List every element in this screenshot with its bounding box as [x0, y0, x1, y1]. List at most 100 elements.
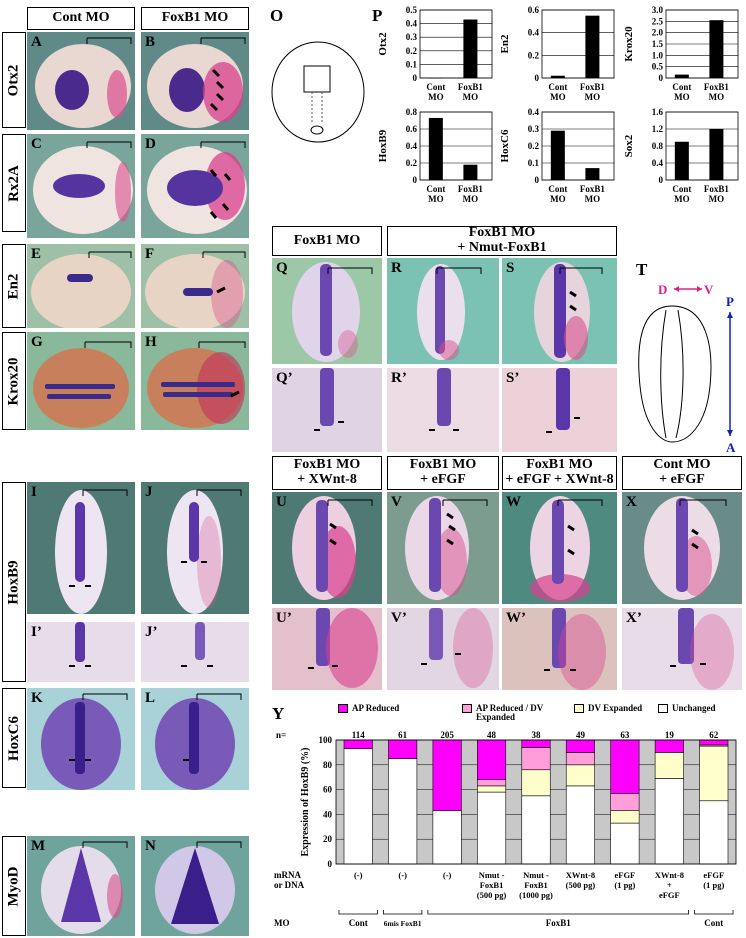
- panel-e-en2-cont: E: [27, 244, 135, 328]
- axis-v-label: V: [704, 282, 714, 297]
- treatment-label: eFGF: [703, 870, 724, 880]
- x-tick-label: MO: [709, 92, 725, 102]
- panel-v-prime: V’: [387, 608, 499, 690]
- label-p: P: [372, 6, 383, 25]
- x-tick-label: FoxB1: [458, 82, 484, 92]
- header-cont-mo: Cont MO: [27, 7, 135, 30]
- panel-m-myod-cont: M: [27, 836, 135, 936]
- legend-ap-reduced: AP Reduced: [352, 703, 400, 713]
- panel-j-prime-hoxb9-foxb1: J’: [141, 622, 249, 682]
- x-tick-label: MO: [463, 92, 479, 102]
- label-t: T: [636, 260, 648, 279]
- panel-d-rx2a-foxb1: D: [141, 134, 249, 238]
- panel-x-prime: X’: [622, 608, 742, 690]
- axis-schematic-t: D V P A: [638, 282, 736, 455]
- x-tick-label: FoxB1: [704, 184, 730, 194]
- stacked-bar-segment: [610, 810, 640, 824]
- panel-s-prime: S’: [502, 368, 617, 452]
- panel-w: W: [502, 492, 617, 604]
- treatment-label: (-): [354, 870, 363, 880]
- stacked-bar-segment: [477, 779, 507, 787]
- stacked-bar-segment: [610, 739, 640, 794]
- y-tick-label: 0.1: [528, 158, 540, 168]
- stacked-bar-segment: [565, 752, 595, 766]
- stacked-bar-segment: [521, 795, 551, 865]
- stacked-bar-segment: [388, 758, 418, 865]
- y-axis-label: Otx2: [377, 32, 389, 56]
- y-tick-label: 0.2: [406, 158, 418, 168]
- y-tick-label: 80: [323, 760, 333, 770]
- header-x: Cont MO + eFGF: [622, 456, 742, 490]
- panel-f-en2-foxb1: F: [141, 244, 249, 328]
- y-tick-label: 1.0: [652, 50, 664, 60]
- treatment-label: (-): [398, 870, 407, 880]
- row-label-myod: MyoD: [2, 836, 26, 936]
- bar: [674, 74, 689, 78]
- treatment-label: (1 pg): [614, 880, 635, 890]
- bar: [585, 168, 600, 180]
- row-label-mrna: mRNA: [274, 870, 301, 880]
- stacked-bar-segment: [699, 745, 729, 802]
- stacked-bar-segment: [565, 785, 595, 865]
- y-tick-label: 0: [328, 859, 333, 869]
- stacked-bar-segment: [565, 739, 595, 753]
- x-tick-label: MO: [674, 92, 690, 102]
- row-label-dna: or DNA: [274, 880, 305, 890]
- y-axis-label: Krox20: [623, 26, 635, 62]
- y-tick-label: 0.2: [528, 141, 540, 151]
- panel-r-prime: R’: [387, 368, 499, 452]
- stacked-bar-segment: [388, 739, 418, 759]
- panel-u-prime: U’: [272, 608, 382, 690]
- row-label-hoxc6: HoxC6: [2, 688, 26, 788]
- bar: [463, 19, 478, 78]
- panel-h-krox20-foxb1: H: [141, 332, 249, 430]
- stacked-bar-segment: [432, 810, 462, 865]
- y-tick-label: 40: [323, 809, 333, 819]
- mo-group-label: Cont: [704, 918, 723, 928]
- y-axis-label: Expression of HoxB9 (%): [300, 748, 311, 857]
- header-q-foxb1-mo: FoxB1 MO: [272, 226, 382, 256]
- plot-frame: [541, 111, 615, 181]
- n-value: 48: [487, 730, 497, 740]
- mo-group-label: FoxB1: [546, 918, 572, 928]
- treatment-label: (-): [443, 870, 452, 880]
- y-axis-label: HoxC6: [499, 129, 511, 163]
- label-y: Y: [272, 704, 285, 723]
- stacked-bar-segment: [477, 791, 507, 865]
- y-tick-label: 0.8: [406, 108, 418, 117]
- stacked-bar-segment: [521, 747, 551, 771]
- y-tick-label: 0.2: [406, 46, 418, 56]
- panel-x: X: [622, 492, 742, 604]
- bar: [550, 130, 565, 180]
- y-tick-label: 0.3: [528, 124, 540, 134]
- x-tick-label: MO: [428, 194, 444, 204]
- y-tick-label: 0.5: [652, 62, 664, 72]
- y-tick-label: 0.6: [528, 6, 540, 15]
- n-value: 63: [620, 730, 630, 740]
- stacked-bar-segment: [610, 793, 640, 811]
- y-tick-label: 0: [413, 73, 418, 83]
- x-tick-label: FoxB1: [704, 82, 730, 92]
- header-u: FoxB1 MO + XWnt-8: [272, 456, 382, 490]
- x-tick-label: Cont: [548, 184, 567, 194]
- panel-q: Q: [272, 258, 382, 364]
- row-label-otx2: Otx2: [2, 32, 26, 128]
- legend-dv-expanded: DV Expanded: [588, 703, 643, 713]
- legend-unchanged: Unchanged: [672, 703, 716, 713]
- n-value: 114: [352, 730, 366, 740]
- panel-v: V: [387, 492, 499, 604]
- treatment-label: eFGF: [614, 870, 635, 880]
- y-tick-label: 0: [659, 175, 664, 185]
- axis-d-label: D: [658, 282, 667, 297]
- stacked-bar-segment: [343, 748, 373, 865]
- stacked-bar-segment: [521, 739, 551, 748]
- x-tick-label: Cont: [672, 82, 691, 92]
- stacked-bar-chart-hoxb9: 0 20 40 60 80 100 Expression of HoxB9 (%) n= 114…: [274, 730, 737, 928]
- y-tick-label: 0.4: [406, 141, 418, 151]
- x-tick-label: Cont: [426, 82, 445, 92]
- n-value: 49: [576, 730, 586, 740]
